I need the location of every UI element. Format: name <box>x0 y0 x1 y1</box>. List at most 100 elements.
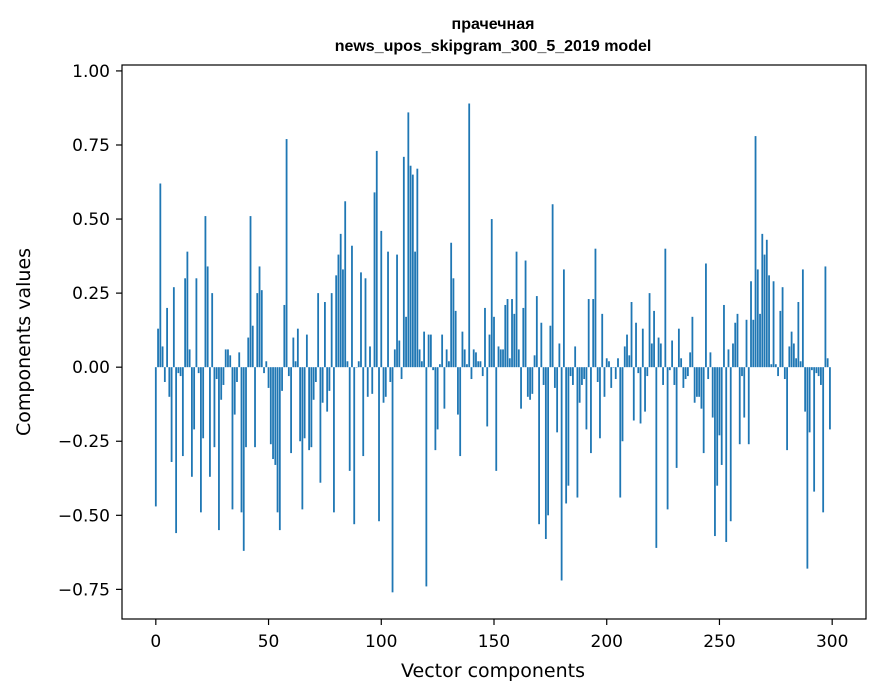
bar-38 <box>240 367 243 513</box>
bar-58 <box>285 139 288 368</box>
bar-207 <box>621 367 624 442</box>
chart-title: прачечная <box>452 16 535 33</box>
bar-291 <box>810 367 813 371</box>
bar-182 <box>565 367 568 504</box>
y-axis-label: Components values <box>13 248 35 436</box>
bar-180 <box>560 367 563 581</box>
bar-53 <box>274 367 277 465</box>
bar-247 <box>711 367 714 418</box>
bar-294 <box>817 367 820 377</box>
bar-248 <box>714 367 716 537</box>
bar-9 <box>175 367 178 534</box>
bar-111 <box>405 316 407 368</box>
bar-204 <box>614 367 617 380</box>
bar-181 <box>562 269 565 368</box>
bar-227 <box>666 367 669 510</box>
bar-172 <box>542 367 545 385</box>
bar-95 <box>369 346 371 368</box>
bar-40 <box>245 367 247 448</box>
bar-96 <box>371 367 374 394</box>
x-tick-label: 200 <box>591 632 623 652</box>
bar-271 <box>765 239 768 368</box>
bar-59 <box>287 367 290 377</box>
bar-222 <box>655 367 658 548</box>
bar-218 <box>646 367 649 377</box>
bar-283 <box>792 343 795 368</box>
bar-42 <box>249 216 252 368</box>
bar-148 <box>488 334 491 368</box>
bar-135 <box>459 367 462 457</box>
bar-39 <box>242 367 245 551</box>
bar-229 <box>671 340 674 368</box>
bar-258 <box>736 313 739 368</box>
bar-276 <box>777 367 779 377</box>
bar-255 <box>729 367 732 522</box>
bar-139 <box>468 103 471 368</box>
bar-35 <box>233 367 236 415</box>
bar-104 <box>389 367 392 382</box>
bar-237 <box>689 352 692 368</box>
bar-78 <box>330 293 333 368</box>
bar-97 <box>373 192 376 368</box>
bar-110 <box>402 156 405 368</box>
bar-251 <box>720 367 723 465</box>
bar-61 <box>292 337 295 368</box>
bar-23 <box>206 266 209 368</box>
x-tick-label: 50 <box>258 632 280 652</box>
y-tick-label: 0.25 <box>72 284 110 304</box>
bar-126 <box>438 364 441 368</box>
bar-219 <box>648 293 651 368</box>
bar-67 <box>305 334 308 368</box>
bar-117 <box>418 349 421 368</box>
bar-238 <box>691 316 694 368</box>
bar-150 <box>493 316 495 368</box>
y-tick-label: 0.50 <box>72 210 110 230</box>
bar-230 <box>673 367 676 385</box>
bar-86 <box>348 367 351 471</box>
bar-231 <box>675 367 678 468</box>
bar-217 <box>644 367 646 412</box>
bar-260 <box>741 367 743 377</box>
bar-183 <box>567 367 570 486</box>
bar-93 <box>364 278 367 368</box>
y-tick-label: −0.50 <box>58 506 110 526</box>
bar-48 <box>263 367 265 374</box>
bar-54 <box>276 367 279 513</box>
bar-236 <box>686 367 689 377</box>
bar-166 <box>529 367 531 400</box>
bar-157 <box>508 358 511 368</box>
x-tick-label: 250 <box>703 632 735 652</box>
bar-52 <box>272 367 274 460</box>
bar-131 <box>450 242 453 368</box>
bar-43 <box>251 325 254 368</box>
bar-49 <box>265 361 268 368</box>
bar-298 <box>826 358 829 368</box>
bar-297 <box>824 266 827 368</box>
bar-205 <box>617 358 619 368</box>
bar-264 <box>750 281 752 368</box>
bar-76 <box>326 367 329 412</box>
bar-202 <box>610 367 613 388</box>
bar-130 <box>448 361 450 368</box>
bar-153 <box>499 349 502 368</box>
bar-71 <box>314 367 317 382</box>
bar-7 <box>170 367 173 462</box>
bar-10 <box>177 367 180 374</box>
bar-173 <box>544 367 547 540</box>
bar-176 <box>551 204 554 368</box>
bar-132 <box>452 278 455 368</box>
bar-253 <box>725 367 728 542</box>
bar-245 <box>707 367 710 380</box>
bar-116 <box>416 168 419 368</box>
y-axis: −0.75 −0.50 −0.25 0.00 0.25 0.50 0.75 1.00 <box>58 62 122 600</box>
bar-36 <box>236 367 238 382</box>
bar-118 <box>420 361 423 368</box>
bar-214 <box>637 367 640 374</box>
bar-161 <box>517 349 520 368</box>
bar-285 <box>797 302 800 368</box>
bar-241 <box>698 367 701 397</box>
x-tick-label: 300 <box>816 632 848 652</box>
bar-168 <box>533 355 536 368</box>
bar-120 <box>425 367 428 587</box>
bar-107 <box>396 254 398 368</box>
